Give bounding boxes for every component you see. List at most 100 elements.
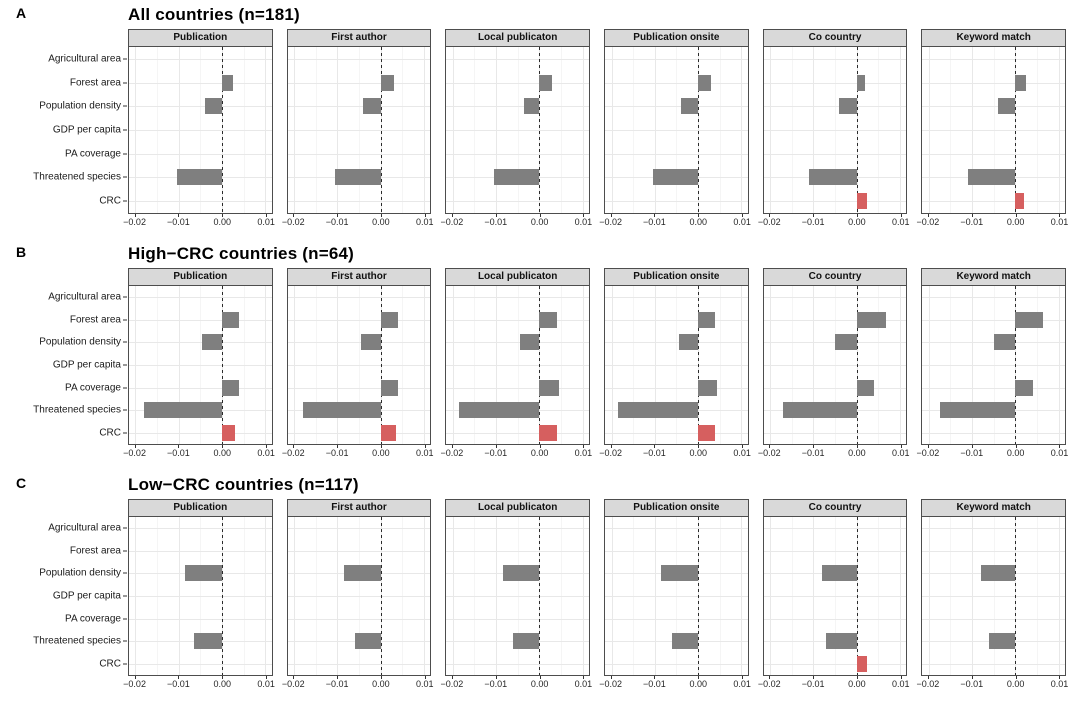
x-axis-tick <box>583 214 585 217</box>
x-tick-label: −0.01 <box>325 679 349 689</box>
facet-strip-label: Publication <box>128 499 273 517</box>
y-axis-tick <box>123 82 127 84</box>
x-axis: −0.02 −0.01 0.00 0.01 <box>123 214 275 232</box>
facet-row: Publication −0.02 −0.01 0.00 0.01 First autho… <box>123 29 1068 232</box>
x-tick-label: 0.01 <box>733 217 751 227</box>
gridline-horizontal <box>129 618 272 620</box>
coefficient-bar <box>783 402 857 419</box>
gridline-horizontal <box>763 153 907 155</box>
gridline-horizontal <box>763 82 907 84</box>
y-axis-tick <box>123 58 127 60</box>
gridline-horizontal <box>763 387 907 389</box>
plot-area <box>921 517 1067 676</box>
coefficient-bar <box>835 334 857 351</box>
x-axis-tick <box>380 445 382 448</box>
gridline-horizontal <box>129 596 272 597</box>
x-tick-label: 0.00 <box>848 679 866 689</box>
y-category-label: Threatened species <box>33 635 121 647</box>
x-axis-tick <box>451 214 453 217</box>
x-axis-tick <box>222 445 224 448</box>
coefficient-bar <box>302 402 381 419</box>
x-axis-tick <box>610 214 612 217</box>
x-tick-label: −0.01 <box>484 448 508 458</box>
gridline-horizontal <box>922 618 1066 620</box>
x-tick-label: −0.02 <box>440 448 464 458</box>
x-axis-tick <box>698 214 700 217</box>
facet-strip-label: Keyword match <box>921 29 1067 47</box>
y-axis-tick <box>123 200 127 202</box>
gridline-horizontal <box>922 58 1066 60</box>
coefficient-bar <box>176 169 222 186</box>
gridline-horizontal <box>605 342 748 344</box>
facet-keyword-match: Keyword match −0.02 −0.01 0.00 0.01 <box>917 499 1068 694</box>
x-tick-label: −0.02 <box>599 679 622 689</box>
x-axis-tick <box>971 676 973 679</box>
gridline-horizontal <box>129 297 272 299</box>
plot-area <box>128 517 273 676</box>
plot-area <box>286 517 432 676</box>
coefficient-bar <box>998 98 1016 115</box>
gridline-horizontal <box>763 550 907 552</box>
x-axis-tick <box>495 445 497 448</box>
facet-keyword-match: Keyword match −0.02 −0.01 0.00 0.01 <box>917 29 1068 232</box>
x-tick-label: −0.02 <box>281 448 305 458</box>
gridline-horizontal <box>922 297 1066 299</box>
y-axis-tick <box>123 341 127 343</box>
x-axis-tick <box>769 214 771 217</box>
x-tick-label: −0.01 <box>167 448 190 458</box>
plot-area <box>128 286 273 445</box>
zero-reference-line <box>697 47 699 213</box>
gridline-horizontal <box>446 130 590 131</box>
x-tick-label: −0.02 <box>123 448 146 458</box>
facet-strip-label: Co country <box>762 29 908 47</box>
x-tick-label: 0.01 <box>416 448 434 458</box>
x-tick-label: 0.00 <box>530 448 549 458</box>
plot-area <box>762 517 908 676</box>
x-axis: −0.02 −0.01 0.00 0.01 <box>282 676 434 694</box>
x-tick-label: −0.01 <box>167 217 190 227</box>
x-axis-tick <box>610 445 612 448</box>
coefficient-bar <box>539 74 553 91</box>
gridline-horizontal <box>763 58 907 60</box>
coefficient-bar <box>1015 311 1044 328</box>
x-axis-tick <box>222 676 224 679</box>
x-tick-label: 0.00 <box>848 448 866 458</box>
gridline-horizontal <box>129 201 272 203</box>
facet-strip-label: Publication <box>128 268 273 286</box>
facet-co-country: Co country −0.02 −0.01 0.00 0.01 <box>758 268 910 463</box>
gridline-horizontal <box>129 130 272 131</box>
coefficient-bar <box>680 98 698 115</box>
x-axis-tick <box>900 214 902 217</box>
x-axis-tick <box>424 445 426 448</box>
coefficient-bar <box>354 633 381 650</box>
facet-local-publicaton: Local publicaton −0.02 −0.01 0.00 0.01 <box>441 499 592 694</box>
facet-publication-onsite: Publication onsite −0.02 −0.01 0.00 0.01 <box>599 499 751 694</box>
facet-publication: Publication −0.02 −0.01 0.00 0.01 <box>123 499 275 694</box>
x-axis-tick <box>495 214 497 217</box>
gridline-horizontal <box>763 528 907 530</box>
coefficient-bar <box>361 334 381 351</box>
panel-letter: C <box>16 475 27 491</box>
y-category-label: CRC <box>99 427 121 439</box>
plot-area <box>128 47 273 214</box>
panel-title: Low−CRC countries (n=117) <box>128 475 359 494</box>
coefficient-bar <box>459 402 540 419</box>
x-axis-tick <box>900 445 902 448</box>
gridline-horizontal <box>287 106 431 108</box>
x-axis-tick <box>1059 214 1061 217</box>
x-tick-label: 0.01 <box>257 217 275 227</box>
chart-row: Agricultural area Forest area Population d… <box>0 499 1080 694</box>
gridline-horizontal <box>605 550 748 552</box>
y-axis-tick <box>123 663 127 665</box>
gridline-horizontal <box>446 663 590 665</box>
gridline-horizontal <box>446 432 590 434</box>
gridline-horizontal <box>605 528 748 530</box>
x-axis-tick <box>927 214 929 217</box>
panel-title: High−CRC countries (n=64) <box>128 244 355 263</box>
gridline-horizontal <box>763 106 907 108</box>
gridline-horizontal <box>129 663 272 665</box>
gridline-horizontal <box>922 528 1066 530</box>
gridline-horizontal <box>287 550 431 552</box>
x-axis-tick <box>813 676 815 679</box>
zero-reference-line <box>856 517 858 675</box>
